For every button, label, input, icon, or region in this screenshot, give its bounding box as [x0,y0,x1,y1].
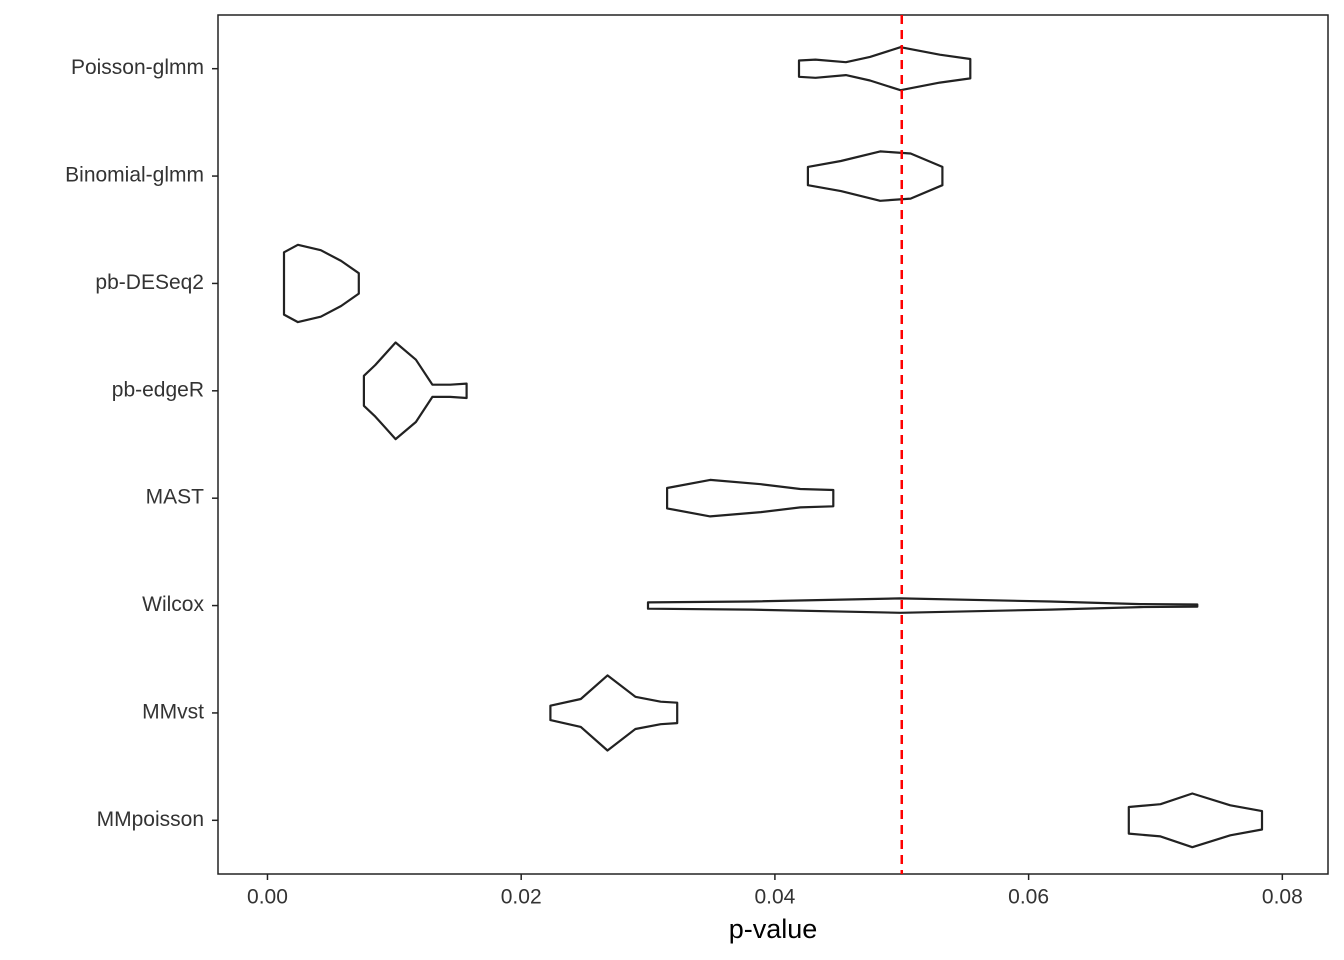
y-tick-label: Binomial-glmm [65,164,204,187]
x-tick-label: 0.06 [1008,886,1049,909]
violin [797,46,972,92]
y-tick-label: Poisson-glmm [71,56,204,79]
violin [806,150,944,202]
y-tick-label: MMpoisson [97,808,204,831]
y-tick-label: MAST [146,486,205,509]
violin [362,341,468,441]
violin [282,243,360,324]
x-axis-title: p-value [729,914,818,944]
x-tick-label: 0.04 [754,886,795,909]
y-tick-label: MMvst [142,700,204,723]
y-tick-label: pb-edgeR [112,378,204,401]
violin [666,478,835,518]
y-tick-label: pb-DESeq2 [95,271,204,294]
x-tick-label: 0.02 [501,886,542,909]
violin [646,597,1199,614]
y-tick-label: Wilcox [142,593,204,616]
plot-frame [217,14,1329,875]
violin [549,674,679,752]
violin [1127,792,1264,849]
x-tick-label: 0.08 [1262,886,1303,909]
x-tick-label: 0.00 [247,886,288,909]
